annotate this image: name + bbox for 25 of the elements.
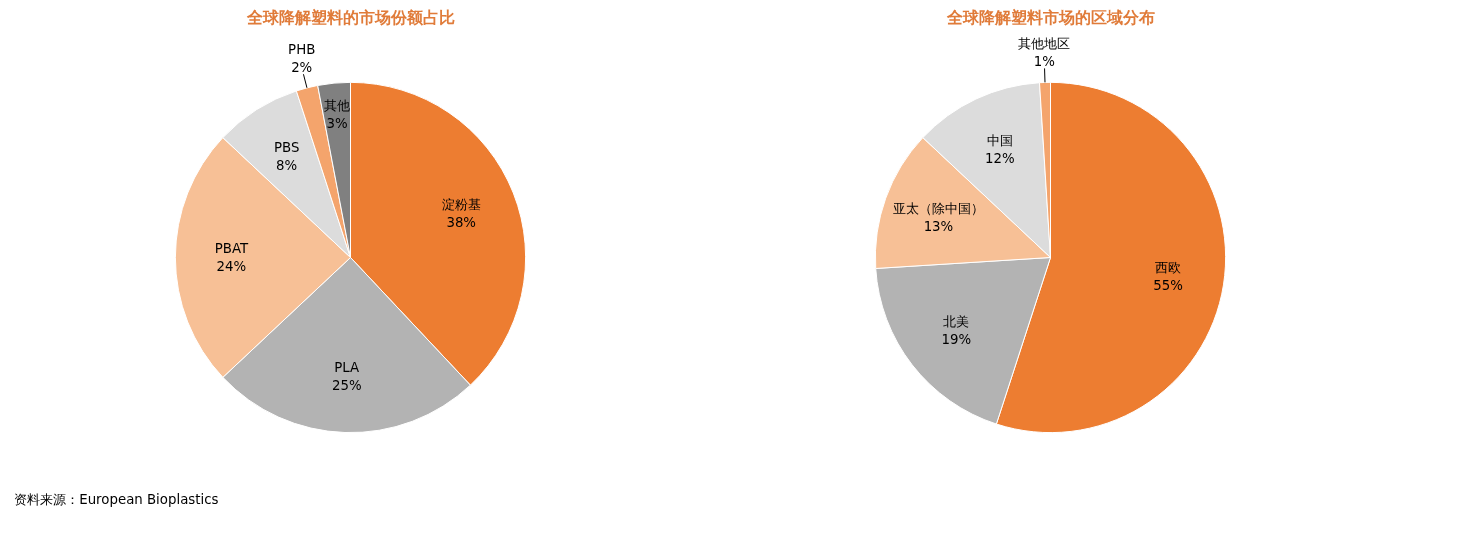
data-label: 1% bbox=[1033, 54, 1055, 70]
slice-label: 其他 bbox=[323, 97, 350, 113]
slice-label: PLA bbox=[334, 360, 360, 376]
data-label: 19% bbox=[941, 332, 972, 347]
slice-label: 北美 bbox=[943, 314, 970, 329]
slice-label: 其他地区 bbox=[1018, 36, 1071, 52]
chart-title: 全球降解塑料的市场份额占比 bbox=[245, 7, 455, 27]
data-label: 8% bbox=[276, 158, 298, 174]
slice-label: 中国 bbox=[986, 133, 1013, 149]
data-label: 25% bbox=[331, 378, 362, 394]
chart-title: 全球降解塑料市场的区域分布 bbox=[945, 7, 1155, 27]
slice-label: PBAT bbox=[214, 240, 249, 256]
text: 资料来源：European Bioplastics bbox=[14, 491, 219, 507]
data-label: 12% bbox=[984, 151, 1015, 167]
data-label: 24% bbox=[216, 258, 247, 274]
data-label: 13% bbox=[923, 218, 954, 234]
slice-label: 亚太（除中国） bbox=[892, 200, 984, 216]
data-label: 55% bbox=[1153, 277, 1183, 293]
data-label: 38% bbox=[446, 215, 477, 231]
slice-label: PBS bbox=[273, 140, 300, 156]
slice-label: PHB bbox=[288, 42, 316, 58]
slice-label: 淀粉基 bbox=[441, 197, 481, 213]
slice-label: 西欧 bbox=[1155, 259, 1182, 275]
data-label: 2% bbox=[291, 60, 313, 76]
data-label: 3% bbox=[326, 115, 348, 131]
